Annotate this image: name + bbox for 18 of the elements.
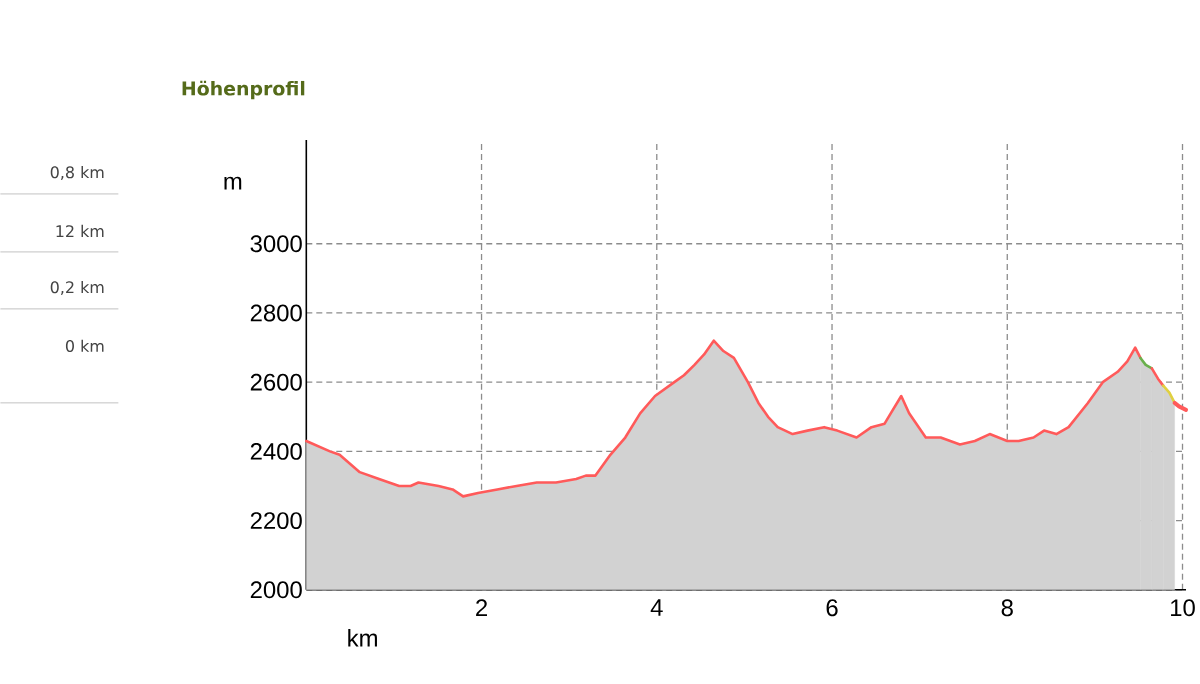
y-tick-label: 2800 xyxy=(250,304,302,322)
text: 12 km xyxy=(56,224,104,238)
x-tick-label: 8 xyxy=(1001,599,1013,617)
text: 0 km xyxy=(65,339,104,353)
text: 0,8 km xyxy=(50,166,104,181)
x-tick-label: 6 xyxy=(826,599,838,617)
x-tick-label: 2 xyxy=(476,599,487,617)
y-tick-label: 3000 xyxy=(250,235,302,253)
y-axis-title: m xyxy=(224,176,242,190)
text: 0,2 km xyxy=(50,281,104,295)
chart-title: Höhenprofil xyxy=(182,80,305,100)
y-tick-label: 2000 xyxy=(250,581,302,599)
y-tick-label: 2600 xyxy=(250,373,302,391)
x-tick-label: 4 xyxy=(650,599,663,616)
x-tick-label: 10 xyxy=(1171,599,1195,617)
y-tick-label: 2200 xyxy=(250,512,302,530)
x-axis-title: km xyxy=(348,629,377,647)
y-tick-label: 2400 xyxy=(250,443,302,460)
